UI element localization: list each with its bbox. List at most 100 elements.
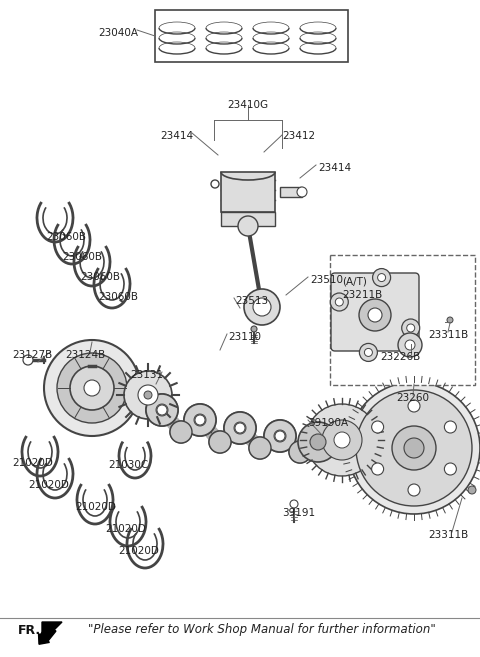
Circle shape: [146, 394, 178, 426]
FancyArrow shape: [38, 625, 56, 645]
Circle shape: [44, 340, 140, 436]
Circle shape: [70, 366, 114, 410]
Circle shape: [336, 298, 343, 306]
Circle shape: [224, 412, 256, 444]
Text: 23410G: 23410G: [228, 100, 269, 110]
Circle shape: [404, 438, 424, 458]
Circle shape: [290, 500, 298, 508]
Circle shape: [392, 426, 436, 470]
Text: 23131: 23131: [130, 370, 163, 380]
Text: 23060B: 23060B: [46, 232, 86, 242]
Text: 23311B: 23311B: [428, 330, 468, 340]
Circle shape: [194, 414, 206, 426]
Text: 23040A: 23040A: [98, 28, 138, 38]
Circle shape: [264, 420, 296, 452]
Circle shape: [251, 326, 257, 332]
Text: 21030C: 21030C: [108, 460, 148, 470]
Circle shape: [249, 437, 271, 459]
Text: 23110: 23110: [228, 332, 261, 342]
Circle shape: [289, 441, 311, 463]
Circle shape: [310, 434, 326, 450]
Circle shape: [372, 269, 391, 286]
Circle shape: [195, 415, 205, 425]
Text: 21020D: 21020D: [28, 480, 69, 490]
Circle shape: [356, 390, 472, 506]
Text: 21020D: 21020D: [75, 502, 116, 512]
Circle shape: [302, 426, 334, 458]
Circle shape: [359, 299, 391, 331]
Circle shape: [302, 426, 334, 458]
Circle shape: [138, 385, 158, 405]
Text: 23260: 23260: [396, 393, 429, 403]
Circle shape: [348, 382, 480, 514]
Text: 23513: 23513: [235, 296, 268, 306]
Text: 23127B: 23127B: [12, 350, 52, 360]
Circle shape: [408, 484, 420, 496]
Circle shape: [57, 353, 127, 423]
Circle shape: [407, 324, 415, 332]
Circle shape: [297, 187, 307, 197]
Circle shape: [124, 371, 172, 419]
Polygon shape: [42, 622, 62, 642]
Circle shape: [334, 432, 350, 448]
Circle shape: [330, 293, 348, 311]
Circle shape: [364, 348, 372, 357]
Circle shape: [23, 355, 33, 365]
Text: 23311B: 23311B: [428, 530, 468, 540]
Circle shape: [447, 317, 453, 323]
Circle shape: [209, 431, 231, 453]
Circle shape: [235, 423, 245, 433]
Circle shape: [368, 308, 382, 322]
Circle shape: [238, 216, 258, 236]
Circle shape: [289, 441, 311, 463]
Circle shape: [372, 421, 384, 433]
Circle shape: [144, 391, 152, 399]
Circle shape: [224, 412, 256, 444]
Bar: [221, 212, 275, 226]
Bar: [330, 255, 475, 385]
Circle shape: [378, 273, 385, 282]
Text: 23414: 23414: [318, 163, 351, 173]
Circle shape: [84, 380, 100, 396]
Circle shape: [274, 430, 286, 442]
Text: 23510: 23510: [310, 275, 343, 285]
Circle shape: [170, 421, 192, 443]
Circle shape: [313, 437, 323, 447]
Text: 21020D: 21020D: [118, 546, 159, 556]
Circle shape: [402, 319, 420, 337]
Circle shape: [157, 405, 167, 415]
Text: 23060B: 23060B: [62, 252, 102, 262]
Text: 39191: 39191: [282, 508, 315, 518]
Bar: [221, 172, 275, 212]
Text: 23124B: 23124B: [65, 350, 105, 360]
Text: 23060B: 23060B: [98, 292, 138, 302]
Circle shape: [312, 436, 324, 448]
Circle shape: [234, 422, 246, 434]
Bar: [280, 187, 302, 197]
Text: 21020D: 21020D: [12, 458, 53, 468]
Text: 23226B: 23226B: [380, 352, 420, 362]
Circle shape: [408, 400, 420, 412]
Circle shape: [184, 404, 216, 436]
FancyBboxPatch shape: [331, 273, 419, 351]
Circle shape: [244, 289, 280, 325]
Circle shape: [398, 333, 422, 357]
Text: 23211B: 23211B: [342, 290, 382, 300]
Circle shape: [211, 180, 219, 188]
Circle shape: [209, 431, 231, 453]
Circle shape: [468, 486, 476, 494]
Text: 21020D: 21020D: [105, 524, 146, 534]
Bar: [155, 10, 348, 62]
Circle shape: [405, 340, 415, 350]
Text: FR.: FR.: [18, 623, 41, 637]
Circle shape: [249, 437, 271, 459]
Text: 39190A: 39190A: [308, 418, 348, 428]
Circle shape: [444, 463, 456, 475]
Circle shape: [360, 344, 377, 361]
Text: (A/T): (A/T): [342, 276, 367, 286]
Circle shape: [146, 394, 178, 426]
Circle shape: [184, 404, 216, 436]
Text: 23414: 23414: [160, 131, 193, 141]
Circle shape: [156, 404, 168, 416]
Text: "Please refer to Work Shop Manual for further information": "Please refer to Work Shop Manual for fu…: [88, 623, 436, 637]
